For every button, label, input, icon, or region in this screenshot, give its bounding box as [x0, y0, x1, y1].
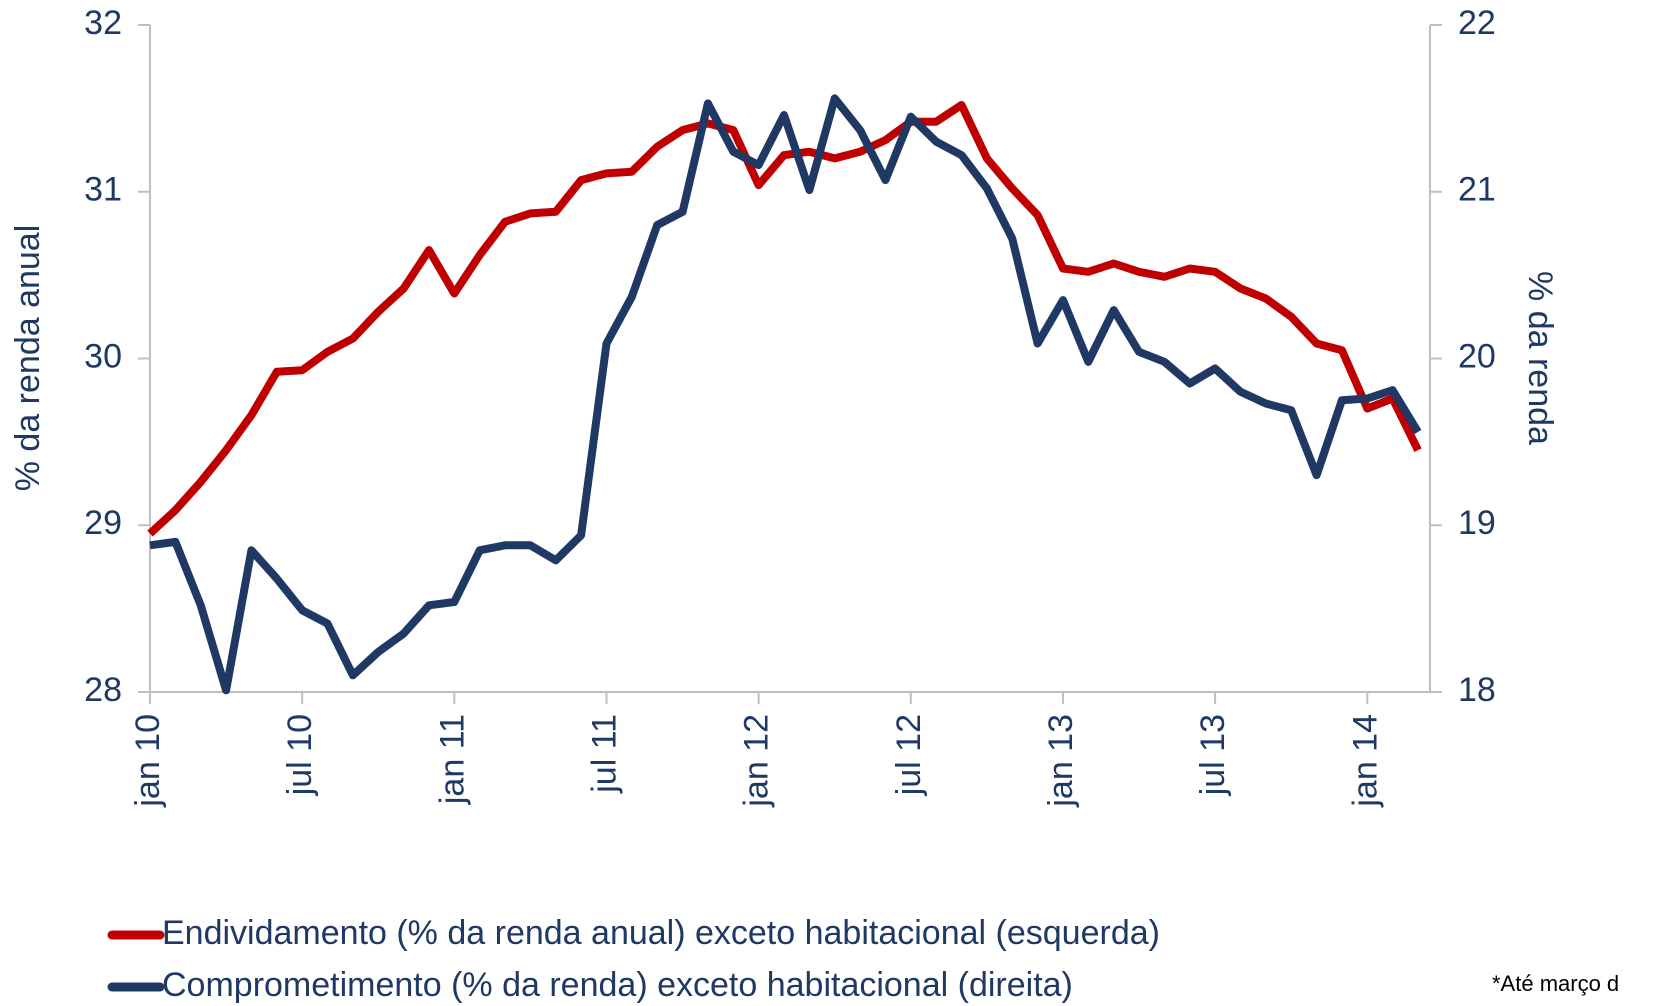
legend-label: Endividamento (% da renda anual) exceto …	[162, 914, 1160, 952]
line-series	[149, 94, 1422, 695]
y2-tick-label: 20	[1458, 337, 1496, 375]
y-axis-label: % da renda anual	[9, 225, 47, 492]
x-tick-label: jan 10	[129, 714, 167, 808]
y-tick-label: 29	[84, 504, 122, 542]
y2-tick-label: 19	[1458, 504, 1496, 542]
x-tick-label: jul 10	[281, 714, 319, 796]
x-tick-label: jan 12	[738, 714, 776, 808]
y2-axis-label: % da renda	[1521, 271, 1559, 445]
x-tick-label: jul 11	[585, 714, 623, 794]
x-tick-label: jan 13	[1042, 714, 1080, 808]
y2-tick-label: 21	[1458, 171, 1496, 209]
x-tick-label: jan 11	[433, 714, 471, 805]
x-tick-label: jul 13	[1194, 714, 1232, 796]
y2-tick-label: 22	[1458, 4, 1496, 42]
y-tick-label: 32	[84, 4, 122, 42]
footnote: *Até março d	[1492, 971, 1619, 996]
y-tick-label: 28	[84, 671, 122, 709]
y-tick-label: 30	[84, 337, 122, 375]
legend-label: Comprometimento (% da renda) exceto habi…	[162, 966, 1073, 1004]
x-tick-label: jan 14	[1346, 714, 1384, 808]
x-tick-label: jul 12	[890, 714, 928, 796]
y2-tick-label: 18	[1458, 671, 1496, 709]
y-tick-label: 31	[84, 171, 122, 209]
line-series	[147, 101, 1422, 537]
